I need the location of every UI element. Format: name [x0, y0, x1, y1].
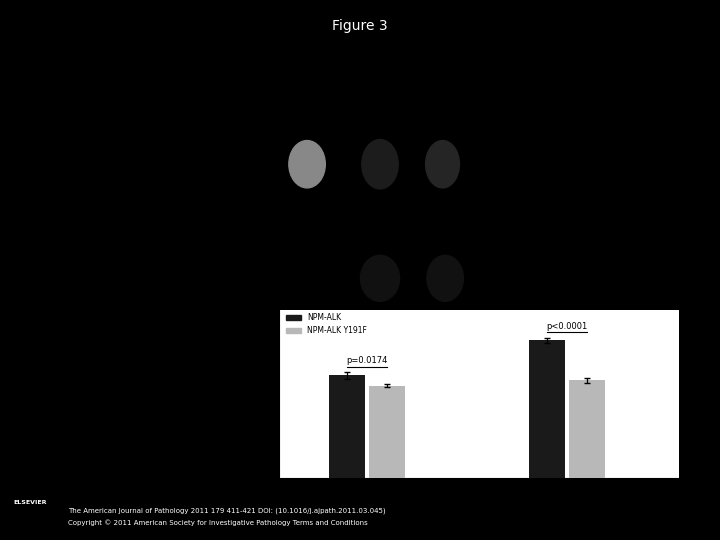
Ellipse shape: [289, 140, 325, 188]
Text: Y191F: Y191F: [409, 42, 435, 68]
Text: A: A: [221, 40, 233, 56]
Text: IB: NPM-ALK: IB: NPM-ALK: [514, 273, 574, 284]
Bar: [369, 386, 405, 478]
Text: IB: MSH2: IB: MSH2: [514, 159, 558, 169]
Ellipse shape: [426, 140, 459, 188]
Text: NPM-ALK: NPM-ALK: [351, 33, 386, 68]
Ellipse shape: [361, 255, 400, 301]
Text: p=0.0174: p=0.0174: [346, 356, 387, 365]
Bar: [329, 375, 365, 478]
Text: relative levels: relative levels: [514, 209, 577, 218]
Y-axis label: Viability: Viability: [240, 373, 250, 415]
Ellipse shape: [361, 139, 398, 189]
Text: Copyright © 2011 American Society for Investigative Pathology Terms and Conditio: Copyright © 2011 American Society for In…: [68, 519, 368, 526]
Text: B: B: [221, 313, 233, 328]
Text: p<0.0001: p<0.0001: [546, 322, 588, 330]
Text: ELSEVIER: ELSEVIER: [13, 500, 47, 504]
X-axis label: [6TG] μM: [6TG] μM: [455, 502, 503, 512]
Text: 0.4: 0.4: [431, 209, 444, 218]
Text: 1.0: 1.0: [373, 209, 387, 218]
Text: The American Journal of Pathology 2011 179 411-421 DOI: (10.1016/j.ajpath.2011.0: The American Journal of Pathology 2011 1…: [68, 508, 386, 514]
Text: co-IP: anti-ALK: co-IP: anti-ALK: [274, 40, 349, 51]
Legend: NPM-ALK, NPM-ALK Y191F: NPM-ALK, NPM-ALK Y191F: [282, 310, 370, 339]
Text: Figure 3: Figure 3: [332, 19, 388, 33]
Bar: [569, 380, 605, 478]
Text: empty: empty: [288, 40, 315, 68]
Ellipse shape: [427, 255, 464, 301]
Bar: [529, 340, 565, 478]
